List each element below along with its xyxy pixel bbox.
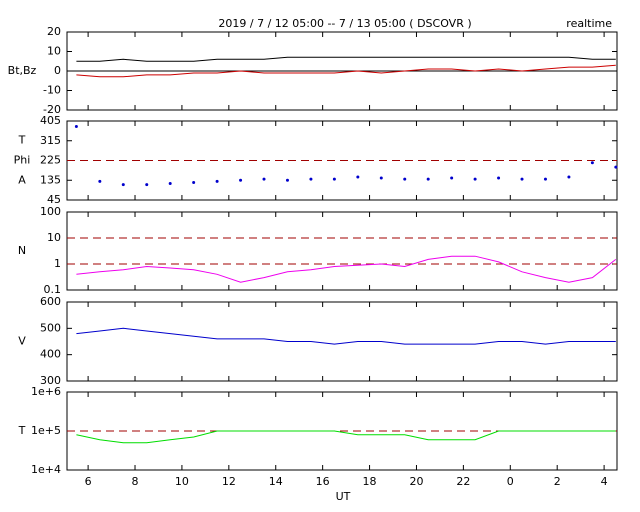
data-point: [145, 183, 149, 187]
data-point: [192, 180, 196, 184]
data-point: [309, 177, 313, 181]
y-tick-label: 10: [47, 231, 61, 244]
y-tick-label: 135: [40, 173, 61, 186]
data-point: [590, 161, 594, 165]
chart-title: 2019 / 7 / 12 05:00 -- 7 / 13 05:00 ( DS…: [218, 17, 471, 30]
data-point: [426, 177, 430, 181]
data-point: [332, 177, 336, 181]
y-tick-label: -20: [43, 103, 61, 116]
data-point: [614, 165, 618, 169]
data-point: [356, 175, 360, 179]
x-tick-label: 2: [554, 475, 561, 488]
x-tick-label: 0: [507, 475, 514, 488]
data-line: [76, 56, 616, 62]
data-point: [262, 177, 266, 181]
y-axis-label: T: [18, 424, 26, 437]
x-tick-label: 10: [175, 475, 189, 488]
y-axis-label: Bt,Bz: [8, 64, 37, 77]
plot-frame: [66, 301, 618, 382]
x-tick-label: 8: [132, 475, 139, 488]
y-tick-label: 300: [40, 374, 61, 387]
x-tick-label: 4: [601, 475, 608, 488]
y-tick-label: 405: [40, 114, 61, 127]
data-point: [520, 177, 524, 181]
y-tick-label: 0.1: [44, 283, 62, 296]
y-tick-label: 500: [40, 321, 61, 334]
x-tick-label: 18: [363, 475, 377, 488]
x-tick-label: 12: [222, 475, 236, 488]
x-tick-label: 22: [456, 475, 470, 488]
data-line: [76, 64, 616, 78]
subtitle: realtime: [566, 17, 612, 30]
y-tick-label: 10: [47, 45, 61, 58]
y-tick-label: 20: [47, 25, 61, 38]
x-tick-label: 14: [269, 475, 283, 488]
data-point: [168, 182, 172, 186]
data-point: [285, 178, 289, 182]
x-tick-label: 6: [85, 475, 92, 488]
data-point: [403, 177, 407, 181]
y-tick-label: 1e+5: [31, 424, 61, 437]
data-point: [215, 179, 219, 183]
x-tick-label: 20: [409, 475, 423, 488]
y-tick-label: 1: [54, 257, 61, 270]
y-tick-label: -10: [43, 84, 61, 97]
y-axis-label: V: [18, 335, 26, 348]
y-tick-label: 1e+4: [31, 463, 61, 476]
y-tick-label: 225: [40, 154, 61, 167]
data-line: [76, 327, 616, 345]
data-point: [379, 176, 383, 180]
y-axis-label: N: [18, 244, 26, 257]
data-point: [567, 175, 571, 179]
data-point: [473, 177, 477, 181]
y-axis-label: Phi: [14, 154, 31, 167]
y-tick-label: 600: [40, 295, 61, 308]
y-tick-label: 1e+6: [31, 385, 61, 398]
data-line: [76, 430, 616, 444]
y-tick-label: 315: [40, 134, 61, 147]
y-tick-label: 0: [54, 64, 61, 77]
data-line: [76, 255, 617, 283]
y-tick-label: 400: [40, 348, 61, 361]
data-point: [239, 178, 243, 182]
y-axis-label: A: [18, 174, 26, 187]
x-axis-label: UT: [336, 490, 351, 503]
data-point: [543, 177, 547, 181]
data-point: [121, 183, 125, 187]
data-point: [98, 179, 102, 183]
x-tick-label: 16: [316, 475, 330, 488]
y-axis-label: T: [18, 134, 26, 147]
data-point: [450, 176, 454, 180]
y-tick-label: 45: [47, 193, 61, 206]
y-tick-label: 100: [40, 205, 61, 218]
data-point: [74, 124, 78, 128]
plot-frame: [66, 211, 618, 291]
data-point: [497, 176, 501, 180]
